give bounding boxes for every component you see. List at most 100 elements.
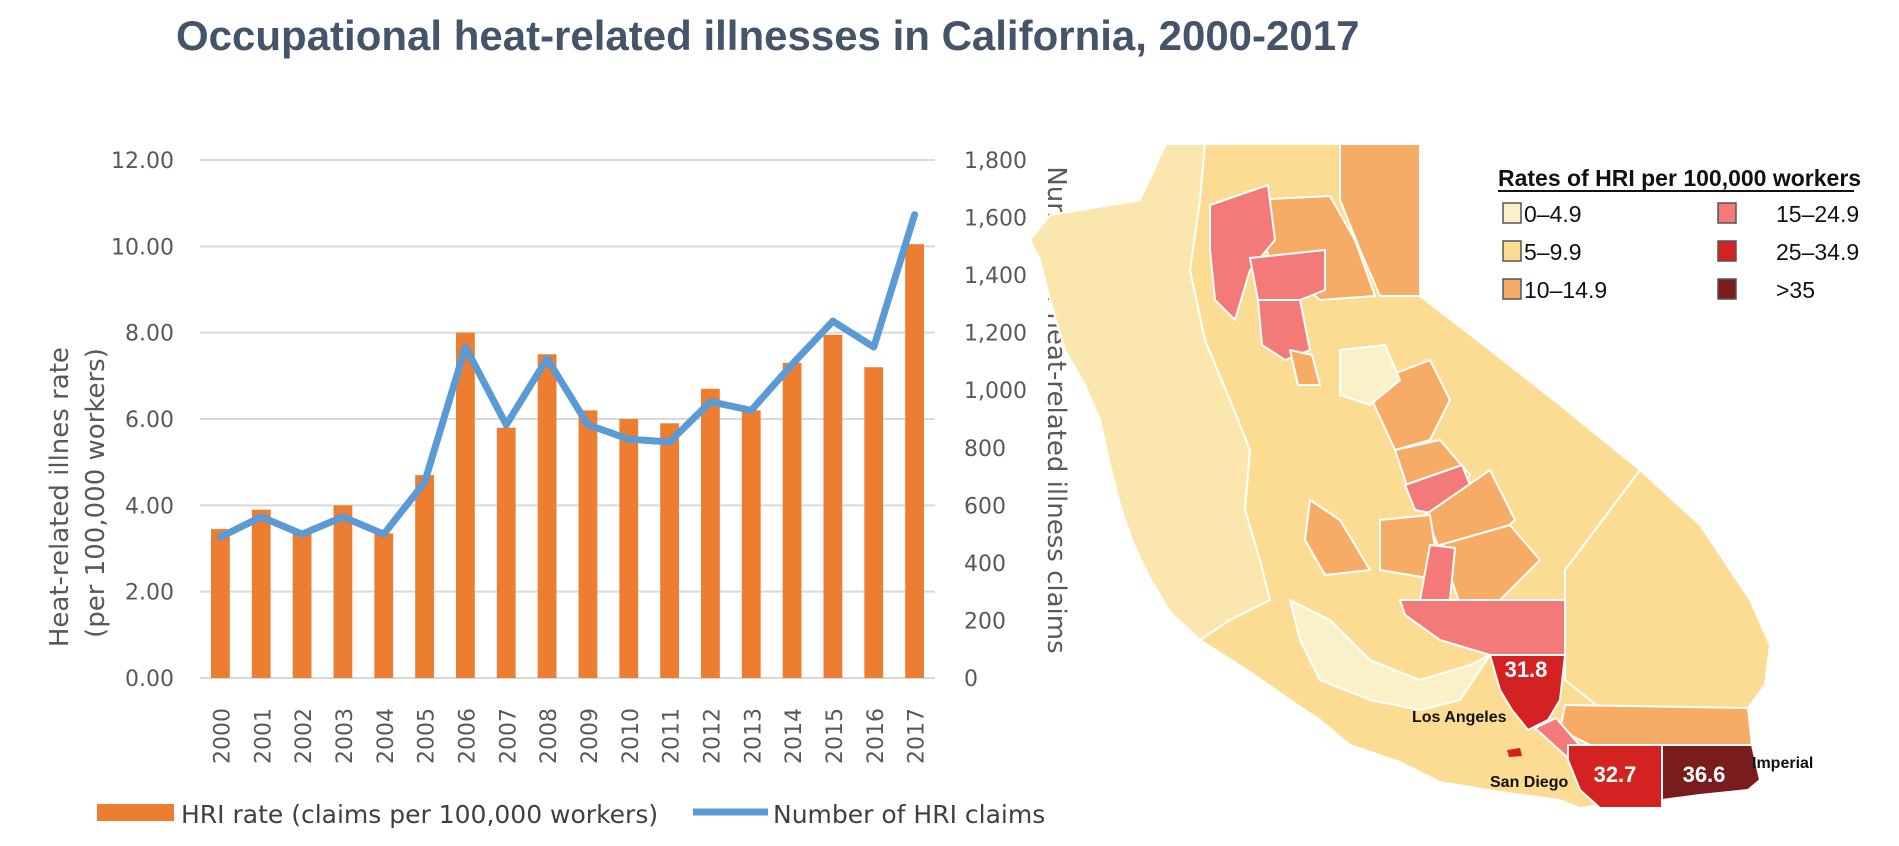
bar-2001 <box>251 509 271 678</box>
y-tick-label: 8.00 <box>125 322 174 347</box>
county-pale-2 <box>1339 344 1401 406</box>
y2-tick-label: 0 <box>964 667 978 692</box>
chart-gridlines <box>200 159 935 679</box>
map-legend-label-5: >35 <box>1776 277 1815 303</box>
county-san-bernardino <box>1564 469 1771 709</box>
claims-point-2016 <box>871 345 876 350</box>
claims-point-2008 <box>545 356 550 361</box>
bar-2002 <box>292 533 312 678</box>
bar-2000 <box>211 529 230 678</box>
map-legend-title: Rates of HRI per 100,000 workers <box>1498 165 1861 191</box>
bar-2015 <box>823 334 843 678</box>
bar-2003 <box>333 505 353 678</box>
map-legend-swatch-1 <box>1502 240 1522 262</box>
x-tick-label: 2007 <box>496 708 521 764</box>
x-axis-ticks: 2000 2001 2002 2003 2004 2005 2006 2007 2008 2009… <box>210 708 929 764</box>
x-tick-label: 2000 <box>210 708 235 764</box>
county-imperial <box>1661 744 1761 801</box>
claims-point-2007 <box>504 422 509 427</box>
county-riverside <box>1559 704 1753 746</box>
county-pale-1 <box>1289 599 1491 711</box>
map-legend-label-1: 5–9.9 <box>1524 239 1582 265</box>
legend-label-hri-claims: Number of HRI claims <box>773 800 1045 829</box>
county-santa-barbara-kern <box>1439 524 1541 606</box>
x-tick-label: 2011 <box>660 708 685 764</box>
map-legend-label-4: 25–34.9 <box>1776 239 1859 265</box>
y2-tick-label: 800 <box>964 437 1006 462</box>
bar-2007 <box>496 427 516 678</box>
y2-tick-label: 200 <box>964 609 1006 634</box>
claims-point-2009 <box>585 422 590 427</box>
claims-point-2012 <box>708 399 713 404</box>
bar-2004 <box>374 533 394 678</box>
y-tick-label: 12.00 <box>111 149 174 174</box>
y-tick-label: 2.00 <box>125 581 174 606</box>
x-tick-label: 2016 <box>864 708 889 764</box>
map-legend-label-2: 10–14.9 <box>1524 277 1607 303</box>
bar-2017 <box>905 244 924 679</box>
y2-tick-label: 400 <box>964 552 1006 577</box>
y2-tick-label: 1,200 <box>964 322 1027 347</box>
y2-axis-ticks: 0 200 400 600 800 1,000 1,200 1,400 1,600 1,800 <box>964 149 1027 692</box>
county-shasta <box>1249 249 1326 301</box>
y-axis-ticks: 0.00 2.00 4.00 6.00 8.00 10.00 12.00 <box>111 149 174 692</box>
y-tick-label: 6.00 <box>125 408 174 433</box>
x-tick-label: 2008 <box>537 708 562 764</box>
claims-point-2011 <box>667 440 672 445</box>
claims-point-2010 <box>626 437 631 442</box>
claims-line <box>216 211 919 541</box>
x-tick-label: 2006 <box>455 708 480 764</box>
y2-tick-label: 1,400 <box>964 264 1027 289</box>
map-legend-swatch-4 <box>1717 240 1737 262</box>
california-counties <box>1029 143 1771 809</box>
claims-point-2002 <box>300 532 305 537</box>
claims-point-2014 <box>790 362 795 367</box>
legend-label-hri-rate: HRI rate (claims per 100,000 workers) <box>181 800 658 829</box>
claims-point-2001 <box>259 514 264 519</box>
map-legend-swatch-2 <box>1502 278 1522 300</box>
x-tick-label: 2010 <box>619 708 644 764</box>
x-tick-label: 2009 <box>578 708 603 764</box>
claims-point-2000 <box>218 534 223 539</box>
value-label-san-diego: 32.7 <box>1594 762 1637 787</box>
y-axis-label: Heat-related illnes rate (per 100,000 wo… <box>45 339 111 647</box>
bar-2005 <box>415 475 434 678</box>
county-label-los-angeles: Los Angeles <box>1412 709 1507 726</box>
y2-tick-label: 1,800 <box>964 149 1027 174</box>
x-tick-label: 2013 <box>741 708 766 764</box>
x-tick-label: 2002 <box>292 708 317 764</box>
x-tick-label: 2005 <box>415 708 440 764</box>
bar-2008 <box>537 354 557 678</box>
x-tick-label: 2004 <box>374 708 399 764</box>
x-tick-label: 2015 <box>823 708 848 764</box>
claims-point-2013 <box>749 408 754 413</box>
legend-swatch-hri-rate <box>97 804 174 821</box>
map-legend-swatch-5 <box>1717 278 1737 300</box>
bar-2006 <box>456 332 475 678</box>
bar-2010 <box>619 419 639 678</box>
chart-bars <box>211 244 924 679</box>
x-tick-label: 2017 <box>905 708 930 764</box>
claims-point-2006 <box>463 345 468 350</box>
claims-point-2003 <box>340 514 345 519</box>
page-title: Occupational heat-related illnesses in C… <box>176 12 1360 59</box>
x-tick-label: 2012 <box>700 708 725 764</box>
bar-2014 <box>782 362 802 678</box>
map-legend-swatch-0 <box>1502 202 1522 224</box>
county-label-imperial: Imperial <box>1752 755 1813 772</box>
county-los-angeles <box>1489 654 1566 731</box>
bar-2013 <box>741 410 761 678</box>
y-tick-label: 0.00 <box>125 667 174 692</box>
map-legend-label-3: 15–24.9 <box>1776 201 1859 227</box>
x-tick-label: 2003 <box>333 708 358 764</box>
hri-chart: 0.00 2.00 4.00 6.00 8.00 10.00 12.00 0 200 400 60… <box>45 149 1071 829</box>
county-san-luis <box>1304 499 1371 576</box>
claims-point-2004 <box>381 532 386 537</box>
value-label-imperial: 36.6 <box>1683 762 1726 787</box>
y2-tick-label: 1,600 <box>964 207 1027 232</box>
bar-2016 <box>864 367 884 678</box>
bar-2012 <box>701 388 720 678</box>
claims-point-2015 <box>830 319 835 324</box>
county-label-san-diego: San Diego <box>1490 774 1568 791</box>
